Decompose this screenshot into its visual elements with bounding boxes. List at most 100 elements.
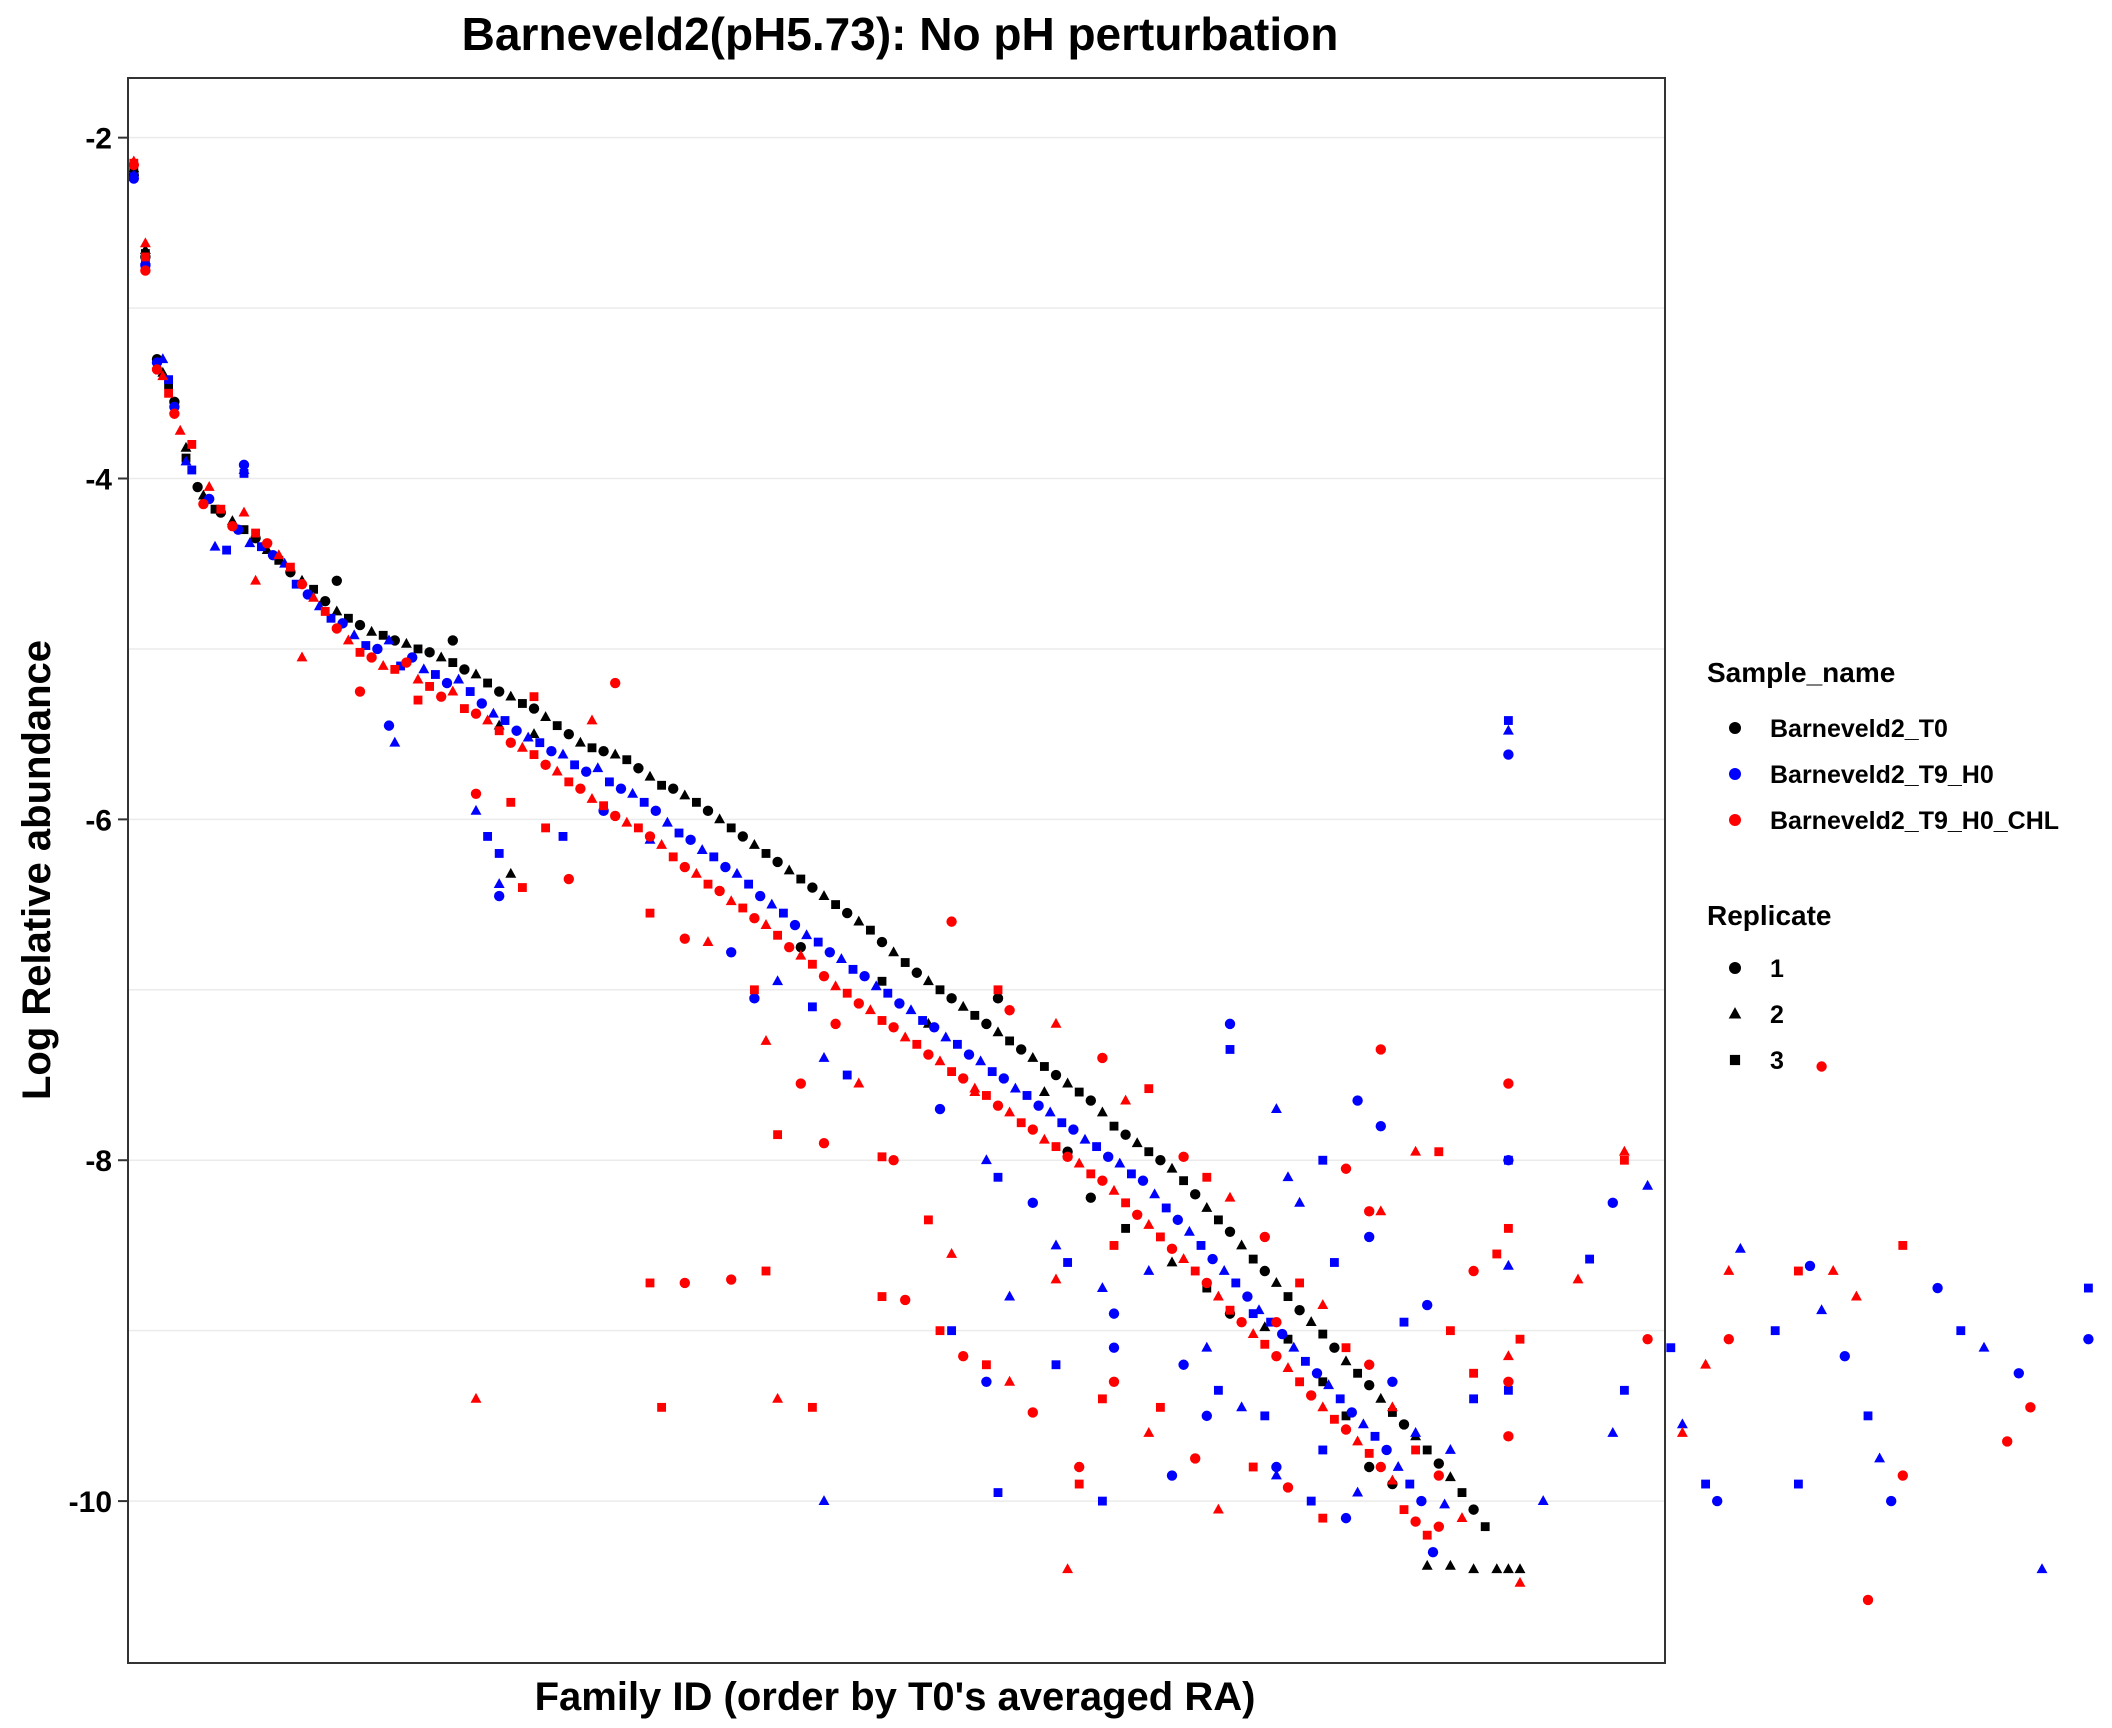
data-point — [1503, 716, 1513, 725]
data-point — [1422, 1445, 1432, 1455]
data-point — [348, 629, 360, 640]
data-point — [1062, 1151, 1073, 1163]
data-point — [1411, 1445, 1421, 1455]
data-point — [668, 852, 678, 862]
data-point — [222, 545, 232, 555]
data-point — [1642, 1179, 1654, 1190]
data-point — [383, 634, 395, 645]
data-point — [1004, 1005, 1015, 1016]
data-point — [1932, 1282, 1943, 1294]
data-point — [1514, 1563, 1526, 1574]
data-point — [1364, 1231, 1375, 1243]
data-point — [1381, 1444, 1392, 1456]
data-point — [993, 1172, 1003, 1182]
data-point — [1341, 1411, 1351, 1421]
data-point — [1224, 1018, 1236, 1030]
data-point — [877, 1292, 887, 1301]
legend-key — [1729, 962, 1741, 974]
data-point — [1956, 1326, 1966, 1336]
data-point — [2002, 1436, 2013, 1447]
data-point — [1166, 1243, 1178, 1255]
data-point — [981, 1376, 992, 1387]
data-point — [888, 1155, 899, 1166]
data-point — [140, 257, 150, 267]
data-point — [993, 1488, 1003, 1497]
data-point — [505, 867, 517, 878]
data-point — [795, 941, 806, 953]
data-point — [848, 964, 858, 974]
data-point — [487, 707, 499, 718]
data-point — [946, 916, 957, 927]
data-point — [355, 647, 365, 657]
data-point — [935, 1326, 945, 1336]
data-point — [1317, 1401, 1329, 1412]
data-point — [1352, 1095, 1363, 1106]
data-point — [1770, 1326, 1780, 1336]
data-point — [483, 831, 493, 841]
data-point — [575, 783, 586, 794]
data-point — [1502, 724, 1514, 735]
data-point — [574, 736, 586, 747]
data-point — [320, 596, 331, 607]
data-point — [731, 867, 743, 878]
data-point — [842, 1070, 852, 1080]
data-point — [1329, 1342, 1340, 1353]
data-point — [975, 1055, 987, 1066]
data-point — [1179, 1176, 1189, 1186]
data-point — [1439, 1498, 1451, 1509]
data-point — [900, 1294, 911, 1306]
data-point — [1502, 1563, 1514, 1574]
data-point — [1121, 1223, 1131, 1233]
data-point — [807, 959, 817, 969]
data-point — [621, 816, 633, 827]
data-point — [998, 1073, 1009, 1084]
data-point — [1190, 1266, 1200, 1276]
data-point — [644, 770, 656, 781]
plot-panel-border — [127, 77, 1666, 1664]
data-point — [923, 1215, 933, 1225]
data-point — [586, 714, 598, 725]
data-point — [244, 537, 256, 548]
data-point — [1270, 1469, 1282, 1480]
data-point — [1329, 1414, 1339, 1424]
data-point — [1074, 1087, 1084, 1097]
data-point — [1282, 1482, 1294, 1493]
data-point — [1108, 1342, 1120, 1353]
data-point — [957, 1000, 969, 1011]
data-point — [140, 265, 151, 276]
data-point — [905, 1004, 917, 1015]
data-point — [1375, 1461, 1387, 1473]
data-point — [992, 993, 1004, 1004]
data-point — [726, 823, 736, 833]
data-point — [1062, 1563, 1074, 1574]
data-point — [831, 900, 841, 910]
data-point — [795, 949, 807, 960]
data-point — [273, 549, 285, 560]
data-point — [1283, 1334, 1293, 1344]
data-point — [482, 714, 494, 725]
data-point — [755, 890, 766, 902]
y-tick-label: -4 — [85, 464, 112, 497]
data-point — [1335, 1394, 1345, 1404]
data-point — [853, 998, 864, 1009]
data-point — [1456, 1512, 1468, 1523]
data-point — [1149, 1188, 1161, 1199]
data-point — [1723, 1333, 1735, 1345]
data-point — [1097, 1394, 1107, 1404]
data-point — [1114, 1157, 1126, 1168]
data-point — [1422, 1299, 1433, 1311]
data-point — [981, 1360, 991, 1370]
data-point — [413, 644, 423, 654]
data-point — [470, 1392, 482, 1403]
data-point — [1294, 1305, 1305, 1316]
legend-label: 1 — [1770, 955, 1784, 983]
data-point — [807, 882, 818, 893]
data-point — [1364, 1461, 1375, 1473]
data-point — [209, 540, 221, 551]
data-point — [1340, 1163, 1352, 1174]
data-point — [470, 668, 482, 679]
data-point — [674, 828, 684, 838]
data-point — [180, 455, 192, 466]
data-point — [773, 1130, 783, 1140]
